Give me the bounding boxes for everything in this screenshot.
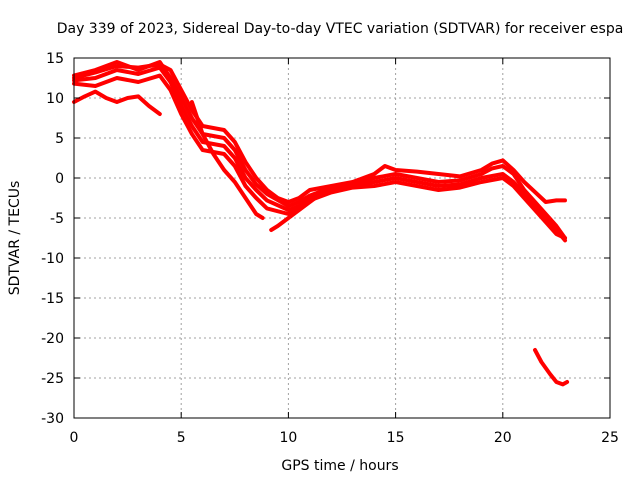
- y-tick-label: -15: [41, 291, 64, 307]
- series-layer: [72, 60, 570, 387]
- x-tick-label: 0: [70, 430, 79, 446]
- series-line-track-5: [72, 89, 162, 116]
- x-axis-title: GPS time / hours: [281, 458, 398, 474]
- y-tick-label: -25: [41, 371, 64, 387]
- series-line-track-3: [72, 65, 567, 243]
- y-tick-label: -20: [41, 331, 64, 347]
- series-line-track-4: [72, 73, 567, 240]
- y-tick-label: 0: [55, 171, 64, 187]
- plot-frame: [73, 57, 611, 419]
- y-tick-label: 5: [55, 131, 64, 147]
- series-line-track-6: [189, 100, 265, 220]
- x-tick-label: 25: [601, 430, 619, 446]
- series-line-track-1: [72, 62, 567, 204]
- chart-title: Day 339 of 2023, Sidereal Day-to-day VTE…: [57, 21, 624, 37]
- ticks-layer: [73, 57, 611, 419]
- x-tick-label: 15: [387, 430, 405, 446]
- y-tick-label: -5: [50, 211, 64, 227]
- tick-labels-layer: 0 5 10 15 20 25 -30 -25 -20 -15 -10 -5 0 5 10 15: [41, 51, 619, 446]
- y-axis-title: SDTVAR / TECUs: [7, 181, 23, 296]
- y-tick-label: 10: [46, 91, 64, 107]
- series-line-track-8: [533, 348, 570, 387]
- y-tick-label: -30: [41, 411, 64, 427]
- series-line-track-7: [269, 188, 334, 232]
- series-line-track-2: [72, 60, 567, 240]
- x-tick-label: 10: [279, 430, 297, 446]
- y-tick-label: 15: [46, 51, 64, 67]
- x-tick-label: 20: [494, 430, 512, 446]
- y-tick-label: -10: [41, 251, 64, 267]
- x-tick-label: 5: [177, 430, 186, 446]
